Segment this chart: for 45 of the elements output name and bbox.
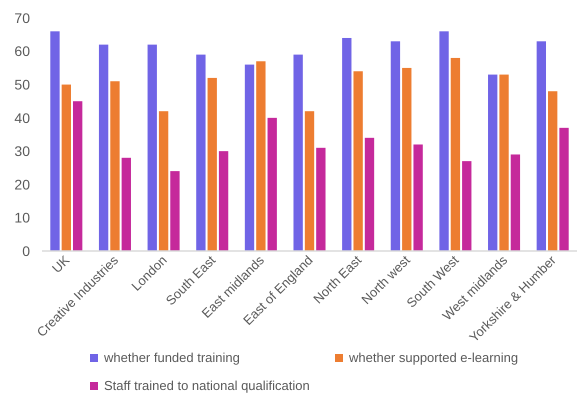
bar — [268, 118, 277, 251]
y-tick-label: 40 — [14, 110, 30, 126]
bar — [50, 31, 60, 251]
bar — [196, 54, 206, 251]
bar — [488, 74, 498, 251]
bar — [122, 158, 131, 251]
bar — [170, 171, 180, 251]
y-tick-label: 20 — [14, 176, 30, 192]
bar — [72, 101, 82, 251]
x-tick-label: UK — [49, 252, 73, 276]
bar — [256, 61, 266, 251]
bar — [390, 41, 400, 251]
bar — [218, 151, 228, 251]
y-tick-label: 0 — [22, 242, 30, 259]
bar — [439, 31, 449, 251]
bar — [499, 74, 509, 251]
bar — [342, 38, 352, 251]
legend-label: whether funded training — [103, 350, 240, 365]
bar — [62, 84, 71, 251]
bar — [559, 128, 569, 251]
bar — [413, 144, 423, 251]
bar — [402, 68, 412, 251]
bar — [158, 111, 168, 251]
legend-label: whether supported e-learning — [348, 350, 518, 365]
bar — [148, 44, 157, 251]
bar — [353, 71, 363, 251]
bar — [450, 58, 460, 251]
y-tick-label: 70 — [14, 10, 30, 26]
bar — [110, 81, 120, 251]
bar — [462, 161, 472, 251]
bar — [208, 78, 217, 251]
bar — [536, 41, 546, 251]
y-tick-label: 50 — [14, 76, 30, 92]
bar — [364, 138, 374, 251]
bar — [293, 54, 303, 251]
bar — [316, 148, 326, 251]
bar — [304, 111, 314, 251]
bar — [510, 154, 520, 251]
legend-label: Staff trained to national qualification — [104, 378, 310, 393]
y-tick-label: 10 — [14, 210, 30, 226]
bar — [98, 44, 108, 251]
bar — [548, 91, 558, 251]
bar — [244, 64, 254, 251]
y-tick-label: 30 — [14, 143, 30, 160]
y-tick-label: 60 — [14, 43, 30, 60]
